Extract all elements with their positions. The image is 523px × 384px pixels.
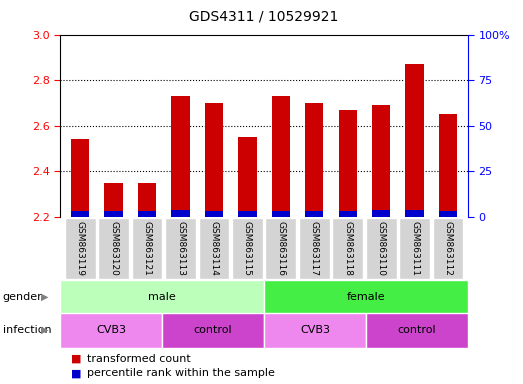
Text: control: control [398, 325, 436, 335]
Text: GSM863110: GSM863110 [377, 221, 385, 276]
Text: GSM863113: GSM863113 [176, 221, 185, 276]
Bar [71, 212, 89, 217]
Text: CVB3: CVB3 [96, 325, 126, 335]
Bar [205, 212, 223, 217]
FancyBboxPatch shape [60, 313, 162, 348]
Text: ■: ■ [71, 354, 81, 364]
FancyBboxPatch shape [232, 218, 263, 279]
FancyBboxPatch shape [165, 218, 196, 279]
Text: GSM863118: GSM863118 [343, 221, 352, 276]
Bar [338, 212, 357, 217]
Text: GSM863116: GSM863116 [276, 221, 286, 276]
Bar [105, 183, 123, 217]
Bar [338, 110, 357, 217]
Text: GSM863115: GSM863115 [243, 221, 252, 276]
Bar [138, 212, 156, 217]
Bar [305, 212, 323, 217]
Text: ■: ■ [71, 368, 81, 378]
Bar [305, 103, 323, 217]
Text: control: control [194, 325, 232, 335]
Bar [372, 210, 390, 217]
Bar [138, 183, 156, 217]
Text: GSM863119: GSM863119 [76, 221, 85, 276]
Bar [172, 96, 190, 217]
Text: GSM863121: GSM863121 [143, 221, 152, 276]
Bar [172, 210, 190, 217]
Text: female: female [347, 291, 385, 302]
Bar [405, 210, 424, 217]
FancyBboxPatch shape [299, 218, 329, 279]
Text: gender: gender [3, 291, 42, 302]
Text: male: male [148, 291, 176, 302]
FancyBboxPatch shape [266, 218, 296, 279]
Text: GSM863120: GSM863120 [109, 221, 118, 276]
Text: ▶: ▶ [41, 291, 49, 302]
Bar [271, 96, 290, 217]
Text: infection: infection [3, 325, 51, 335]
Bar [405, 64, 424, 217]
Text: transformed count: transformed count [87, 354, 191, 364]
Bar [372, 105, 390, 217]
FancyBboxPatch shape [65, 218, 96, 279]
Text: percentile rank within the sample: percentile rank within the sample [87, 368, 275, 378]
Bar [271, 212, 290, 217]
FancyBboxPatch shape [366, 313, 468, 348]
Bar [205, 103, 223, 217]
FancyBboxPatch shape [162, 313, 264, 348]
FancyBboxPatch shape [264, 280, 468, 313]
FancyBboxPatch shape [60, 280, 264, 313]
Bar [105, 212, 123, 217]
FancyBboxPatch shape [332, 218, 363, 279]
Text: ▶: ▶ [41, 325, 49, 335]
FancyBboxPatch shape [132, 218, 163, 279]
FancyBboxPatch shape [399, 218, 430, 279]
Text: GSM863117: GSM863117 [310, 221, 319, 276]
FancyBboxPatch shape [366, 218, 396, 279]
Bar [238, 137, 257, 217]
Bar [439, 114, 457, 217]
Text: GDS4311 / 10529921: GDS4311 / 10529921 [189, 9, 339, 23]
Bar [238, 212, 257, 217]
Text: CVB3: CVB3 [300, 325, 330, 335]
Bar [439, 212, 457, 217]
Text: GSM863111: GSM863111 [410, 221, 419, 276]
Bar [71, 139, 89, 217]
FancyBboxPatch shape [433, 218, 463, 279]
Text: GSM863114: GSM863114 [209, 221, 219, 276]
Text: GSM863112: GSM863112 [444, 221, 452, 276]
FancyBboxPatch shape [98, 218, 129, 279]
FancyBboxPatch shape [264, 313, 366, 348]
FancyBboxPatch shape [199, 218, 230, 279]
